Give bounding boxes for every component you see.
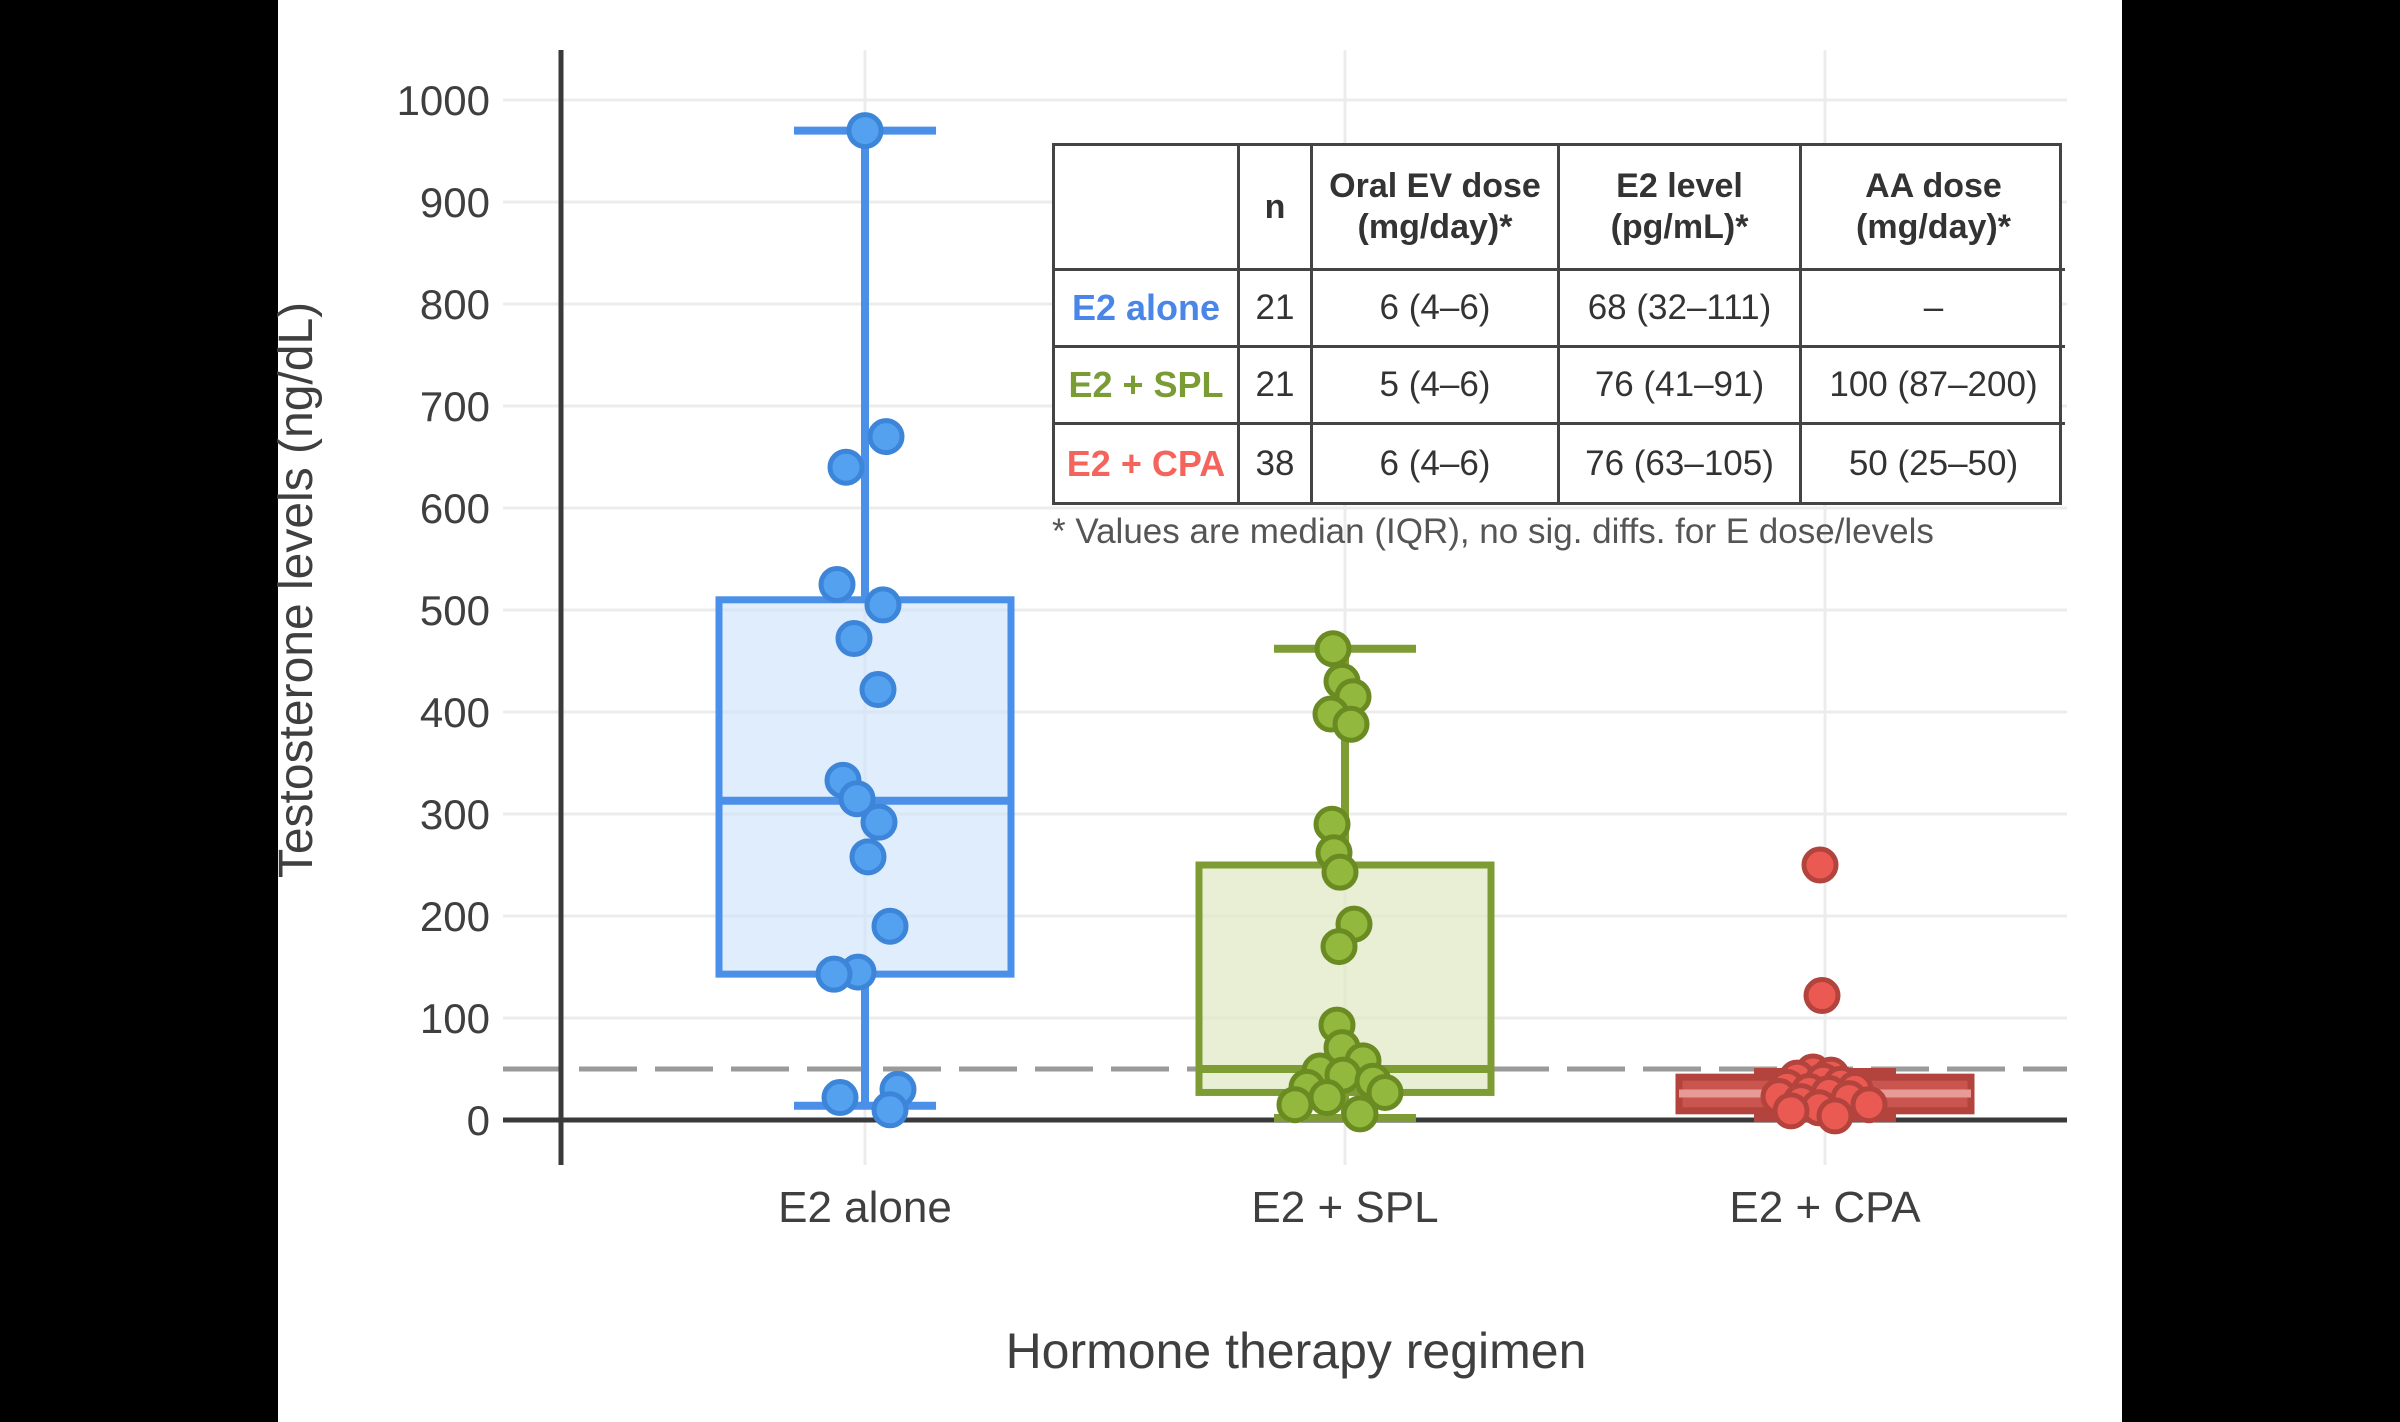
y-tick-label: 100 (420, 995, 490, 1042)
data-point (821, 1079, 859, 1117)
data-point (859, 671, 897, 709)
data-point (1321, 853, 1359, 891)
cell-e2-alone-ev-dose: 6 (4–6) (1313, 271, 1560, 348)
x-axis-title: Hormone therapy regimen (1006, 1323, 1587, 1379)
cell-e2-spl-n: 21 (1240, 348, 1313, 425)
table-header-n: n (1240, 146, 1313, 271)
cell-e2-alone-e2-level: 68 (32–111) (1560, 271, 1802, 348)
y-axis-tick-labels: 0 100 200 300 400 500 600 700 800 900 1000 (397, 77, 490, 1144)
data-point (818, 566, 856, 603)
boxplot-group-2 (1195, 630, 1495, 1133)
data-point (1816, 1097, 1854, 1135)
data-point (1801, 846, 1839, 884)
table-header-aa-dose: AA dose (mg/day)* (1802, 146, 2065, 271)
data-point (835, 620, 873, 658)
table-header-blank (1055, 146, 1240, 271)
data-point (1850, 1086, 1888, 1124)
cell-e2-spl-ev-dose: 5 (4–6) (1313, 348, 1560, 425)
data-point (1332, 705, 1370, 743)
cell-e2-cpa-aa-dose: 50 (25–50) (1848, 443, 2019, 483)
data-point (871, 907, 909, 945)
y-tick-label: 400 (420, 689, 490, 736)
y-tick-label: 900 (420, 179, 490, 226)
data-point (1366, 1073, 1404, 1111)
x-tick-label: E2 + SPL (1251, 1183, 1438, 1232)
data-point (864, 586, 902, 624)
data-point (838, 780, 876, 818)
cell-e2-cpa-ev-dose: 6 (4–6) (1313, 425, 1560, 502)
cell-e2-spl-aa-dose: 100 (87–200) (1802, 348, 2065, 425)
x-tick-label: E2 + CPA (1729, 1183, 1921, 1232)
cell-e2-alone-aa-dose: – (1802, 271, 2065, 348)
boxplot-group-3 (1675, 846, 1975, 1135)
x-tick-label: E2 alone (778, 1183, 952, 1232)
cell-e2-cpa-e2-level: 76 (63–105) (1560, 425, 1802, 502)
y-tick-label: 600 (420, 485, 490, 532)
data-point (1772, 1092, 1810, 1130)
data-point (1308, 1079, 1346, 1117)
data-point (1276, 1086, 1314, 1124)
table-footnote: * Values are median (IQR), no sig. diffs… (1052, 512, 1934, 551)
y-tick-label: 500 (420, 587, 490, 634)
data-point (846, 112, 884, 150)
data-point (827, 448, 865, 486)
data-point (860, 803, 898, 841)
table-header-ev-dose: Oral EV dose (mg/day)* (1313, 146, 1560, 271)
data-points (1760, 846, 1888, 1135)
data-points (815, 112, 917, 1129)
cell-e2-cpa-n: 38 (1240, 425, 1313, 502)
data-point (1320, 928, 1358, 966)
y-axis-title: Testosterone levels (ng/dL) (270, 302, 323, 878)
row-label-e2-cpa: E2 + CPA (1055, 425, 1240, 502)
data-point (871, 1091, 909, 1129)
data-points (1276, 630, 1404, 1133)
row-label-e2-alone: E2 alone (1055, 271, 1240, 348)
y-tick-label: 300 (420, 791, 490, 838)
y-tick-label: 800 (420, 281, 490, 328)
y-tick-label: 700 (420, 383, 490, 430)
data-point (1314, 630, 1352, 668)
y-tick-label: 0 (467, 1097, 490, 1144)
data-point (1341, 1095, 1379, 1133)
cell-e2-alone-n: 21 (1240, 271, 1313, 348)
data-point (867, 418, 905, 456)
boxplot-group-1 (715, 112, 1015, 1129)
y-tick-label: 200 (420, 893, 490, 940)
row-label-e2-spl: E2 + SPL (1055, 348, 1240, 425)
x-axis-tick-labels: E2 alone E2 + SPL E2 + CPA (778, 1183, 1921, 1232)
data-point (1803, 977, 1841, 1015)
data-point (815, 955, 853, 993)
y-tick-label: 1000 (397, 77, 490, 124)
table-header-e2-level: E2 level (pg/mL)* (1560, 146, 1802, 271)
cell-e2-spl-e2-level: 76 (41–91) (1560, 348, 1802, 425)
stats-table: n Oral EV dose (mg/day)* E2 level (pg/mL… (1052, 143, 2065, 505)
data-point (849, 838, 887, 876)
